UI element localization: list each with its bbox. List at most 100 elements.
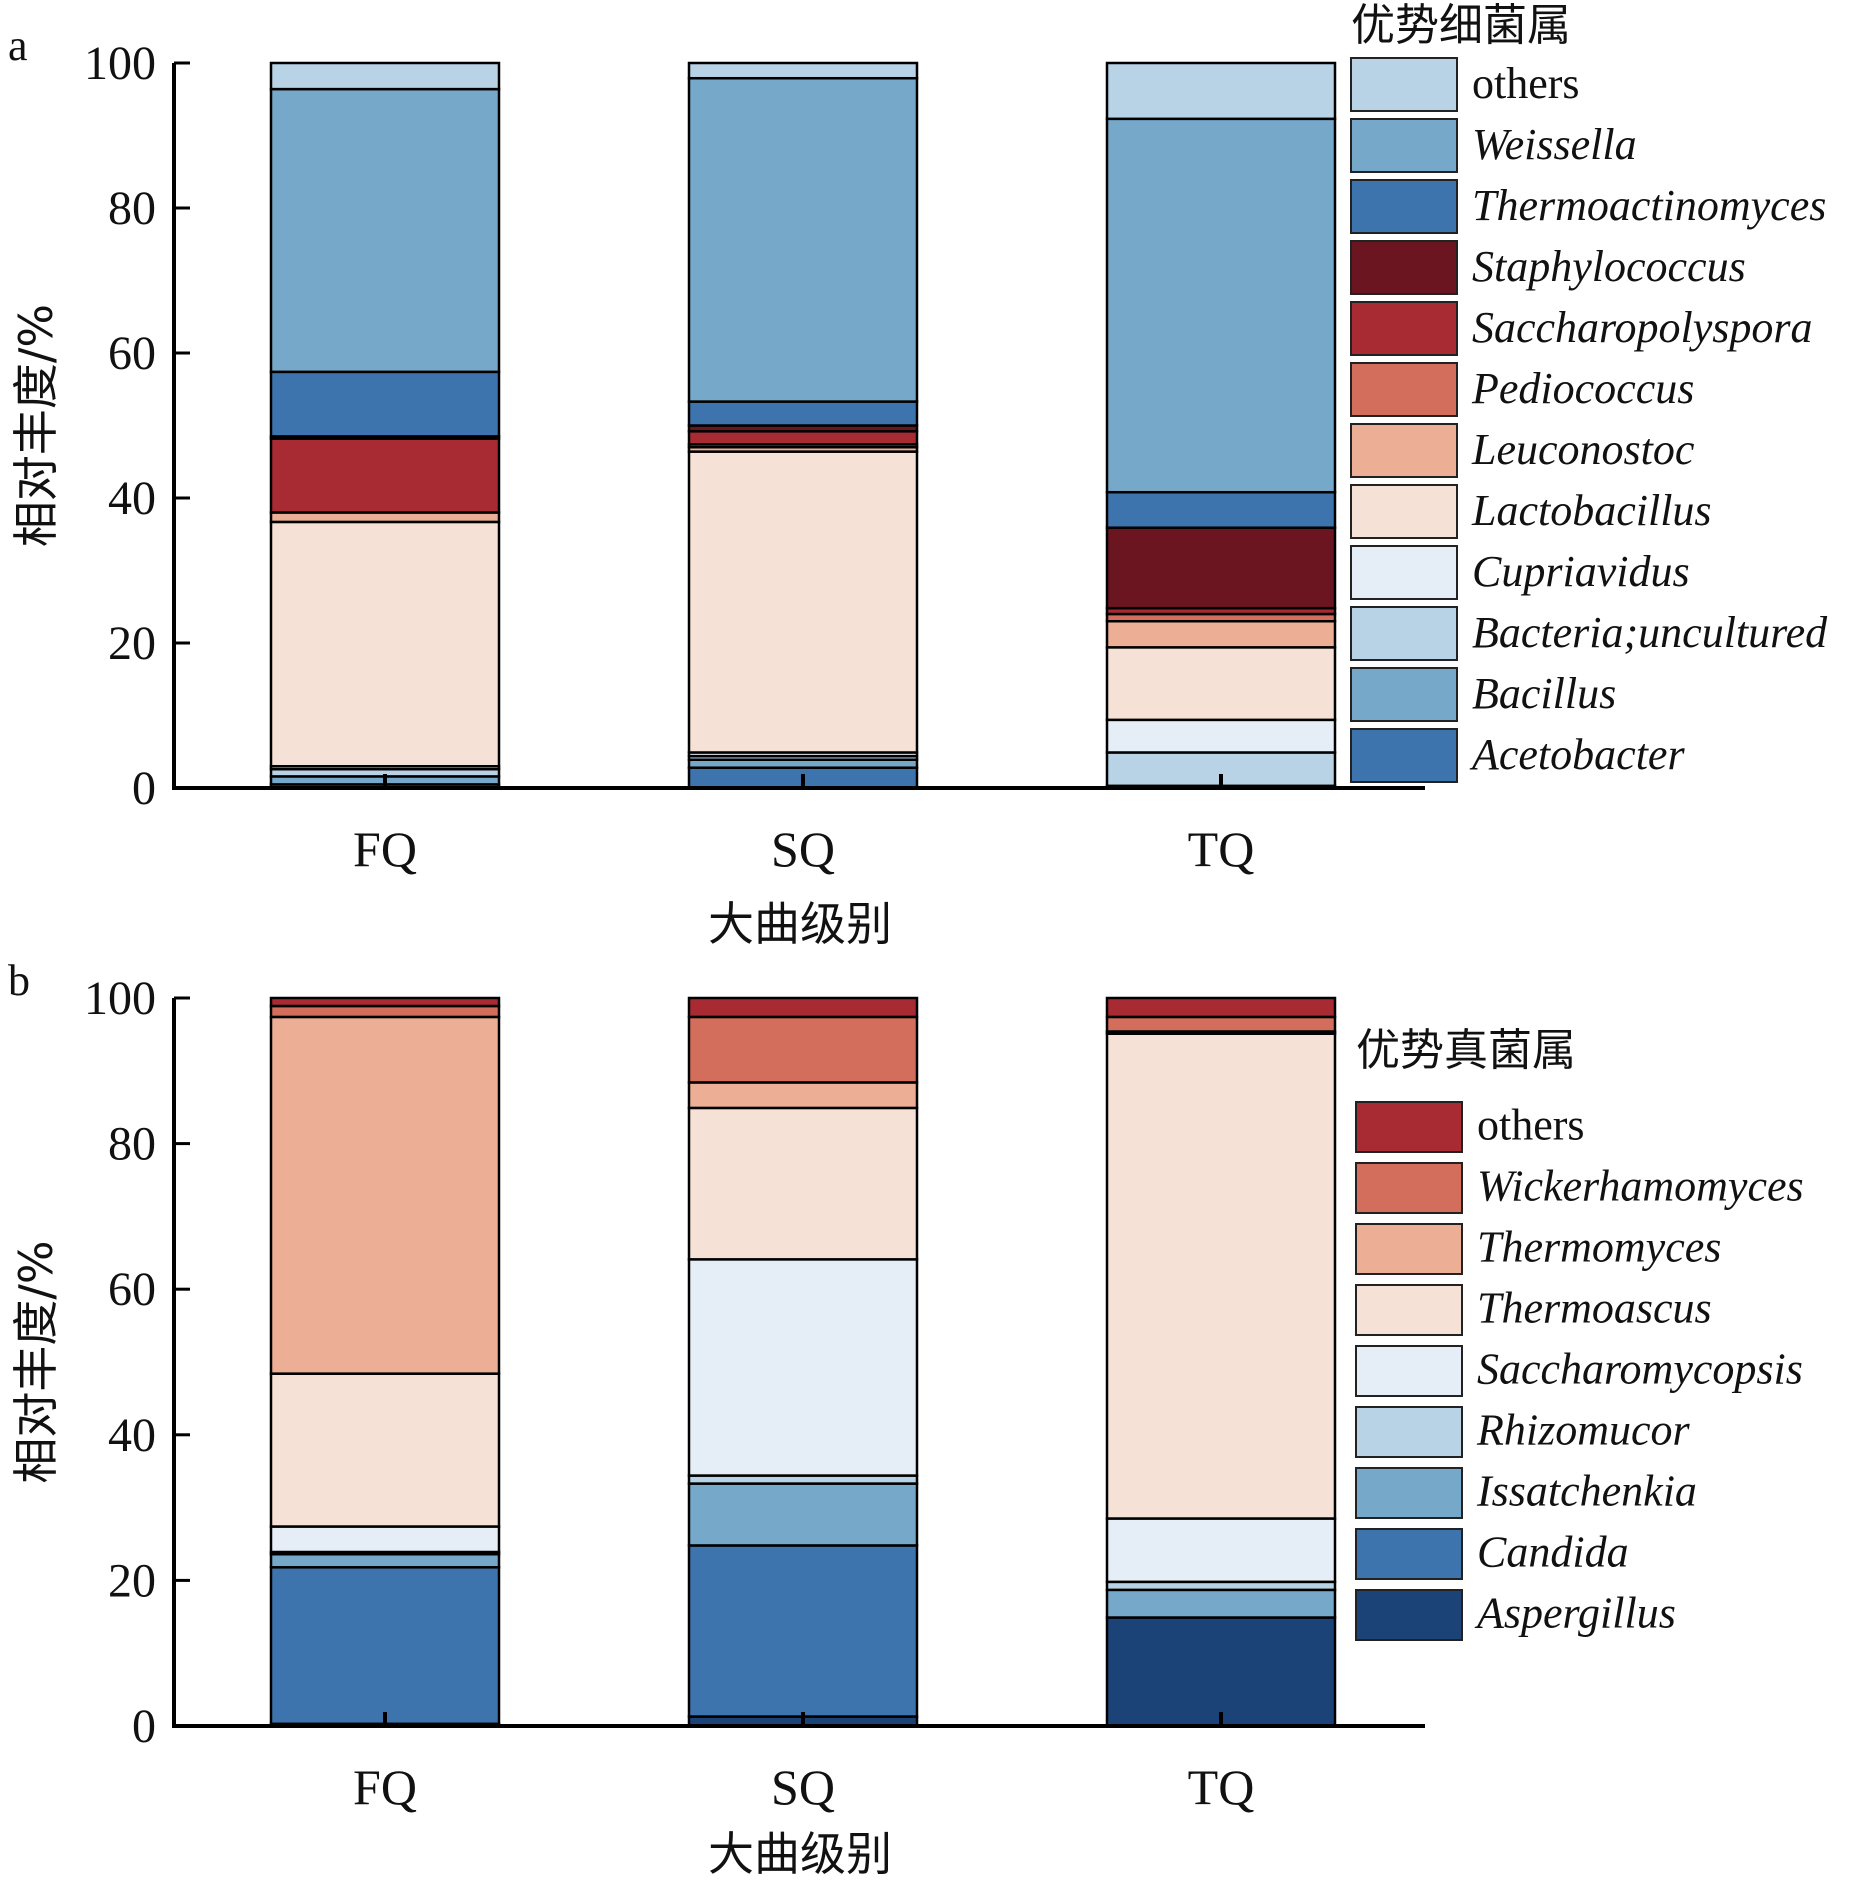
x-tick-label: FQ [353, 821, 417, 877]
bar-stack-SQ [687, 996, 919, 1728]
legend-swatch [1350, 484, 1458, 539]
bar-segment-thermoactinomyces [269, 370, 501, 438]
legend-item: Bacillus [1350, 667, 1616, 722]
legend-item: Pediococcus [1350, 362, 1694, 417]
bar-segment-issatchenkia [687, 1482, 919, 1547]
legend-label: Leuconostoc [1471, 425, 1695, 474]
bar-stack-SQ [687, 61, 919, 790]
bar-segment-thermomyces [687, 1081, 919, 1110]
x-tick-label: FQ [353, 1759, 417, 1815]
bar-segment-thermoactinomyces [687, 400, 919, 427]
bar-segment-leuconostoc [269, 511, 501, 524]
legend-label: Acetobacter [1469, 730, 1685, 779]
bar-stack-FQ [269, 996, 501, 1728]
legend-label: Wickerhamomyces [1477, 1162, 1804, 1211]
legend-swatch [1350, 362, 1458, 417]
bar-segment-saccharomycopsis [1105, 1517, 1337, 1584]
legend-swatch [1350, 301, 1458, 356]
legend-item: Candida [1355, 1528, 1629, 1580]
legend-item: Acetobacter [1350, 728, 1685, 783]
legend-label: others [1472, 59, 1580, 108]
bar-segment-lactobacillus [687, 450, 919, 754]
bar-segment-saccharopolyspora [687, 430, 919, 446]
legend-label: Thermoascus [1477, 1284, 1712, 1333]
legend-swatch [1355, 1589, 1463, 1641]
bar-stack-TQ [1105, 61, 1337, 790]
legend-item: others [1350, 57, 1580, 112]
legend-swatch [1350, 179, 1458, 234]
bar-stack-TQ [1105, 996, 1337, 1728]
y-tick-label: 40 [108, 472, 156, 525]
legend-item: Rhizomucor [1355, 1406, 1691, 1458]
bar-segment-lactobacillus [269, 520, 501, 768]
legend-swatch [1350, 545, 1458, 600]
bar-segment-lactobacillus [1105, 646, 1337, 722]
y-tick-label: 100 [84, 972, 156, 1025]
bar-segment-thermoascus [269, 1372, 501, 1528]
y-tick-label: 60 [108, 327, 156, 380]
legend-swatch [1355, 1406, 1463, 1458]
y-tick-label: 100 [84, 37, 156, 90]
legend-swatch [1355, 1223, 1463, 1275]
bar-segment-weissella [1105, 117, 1337, 494]
legend-item: Staphylococcus [1350, 240, 1746, 295]
legend-item: Thermoactinomyces [1350, 179, 1826, 234]
x-tick-label: TQ [1188, 1759, 1255, 1815]
legend-item: Bacteria;uncultured [1350, 606, 1828, 661]
x-axis-title: 大曲级别 [708, 897, 892, 951]
bar-segment-candida [269, 1566, 501, 1726]
legend-item: Issatchenkia [1355, 1467, 1697, 1519]
y-tick-label: 20 [108, 617, 156, 670]
y-tick-label: 0 [132, 762, 156, 815]
legend-item: Wickerhamomyces [1355, 1162, 1804, 1214]
legend-label: Saccharomycopsis [1477, 1345, 1803, 1394]
y-tick-label: 80 [108, 1118, 156, 1171]
legend-label: Issatchenkia [1476, 1467, 1697, 1516]
legend-item: Lactobacillus [1350, 484, 1712, 539]
bar-segment-thermoactinomyces [1105, 490, 1337, 529]
x-tick-label: SQ [771, 821, 835, 877]
y-tick-label: 0 [132, 1700, 156, 1753]
bar-segment-wickerhamomyces [1105, 1015, 1337, 1033]
legend-label: Saccharopolyspora [1472, 303, 1813, 352]
legend-item: Saccharopolyspora [1350, 301, 1813, 356]
bar-segment-staphylococcus [1105, 526, 1337, 610]
bar-segment-saccharopolyspora [269, 437, 501, 514]
legend-title: 优势细菌属 [1351, 0, 1571, 51]
bar-segment-weissella [687, 76, 919, 403]
legend-item: others [1355, 1101, 1585, 1153]
legend-label: Thermoactinomyces [1472, 181, 1826, 230]
legend-swatch [1355, 1467, 1463, 1519]
legend-label: Cupriavidus [1472, 547, 1690, 596]
legend-swatch [1350, 728, 1458, 783]
legend-label: Bacillus [1472, 669, 1616, 718]
legend-swatch [1355, 1101, 1463, 1153]
x-axis-title: 大曲级别 [708, 1827, 892, 1881]
bar-segment-thermoascus [1105, 1032, 1337, 1520]
bar-segment-others [687, 61, 919, 80]
bar-segment-others [1105, 61, 1337, 121]
legend-item: Aspergillus [1355, 1589, 1676, 1641]
bar-segment-aspergillus [1105, 1616, 1337, 1728]
bar-segment-thermomyces [269, 1015, 501, 1375]
legend-swatch [1350, 240, 1458, 295]
legend-label: Aspergillus [1474, 1589, 1676, 1638]
y-tick-label: 20 [108, 1554, 156, 1607]
bar-segment-others [1105, 996, 1337, 1019]
legend-swatch [1350, 423, 1458, 478]
y-tick-label: 40 [108, 1409, 156, 1462]
bar-segment-others [687, 996, 919, 1019]
legend-swatch [1355, 1284, 1463, 1336]
legend-item: Thermoascus [1355, 1284, 1712, 1336]
legend-swatch [1350, 118, 1458, 173]
bar-segment-others [269, 996, 501, 1008]
legend-item: Saccharomycopsis [1355, 1345, 1803, 1397]
bar-segment-wickerhamomyces [269, 1004, 501, 1019]
y-tick-label: 60 [108, 1263, 156, 1316]
bar-segment-weissella [269, 87, 501, 374]
bar-segment-leuconostoc [1105, 620, 1337, 649]
legend-swatch [1350, 667, 1458, 722]
legend-swatch [1355, 1345, 1463, 1397]
panel-b: b 0 20 40 60 80 100 FQ SQ TQ 大曲级别 相对丰度/% 优势真菌属 others… [8, 956, 1804, 1881]
